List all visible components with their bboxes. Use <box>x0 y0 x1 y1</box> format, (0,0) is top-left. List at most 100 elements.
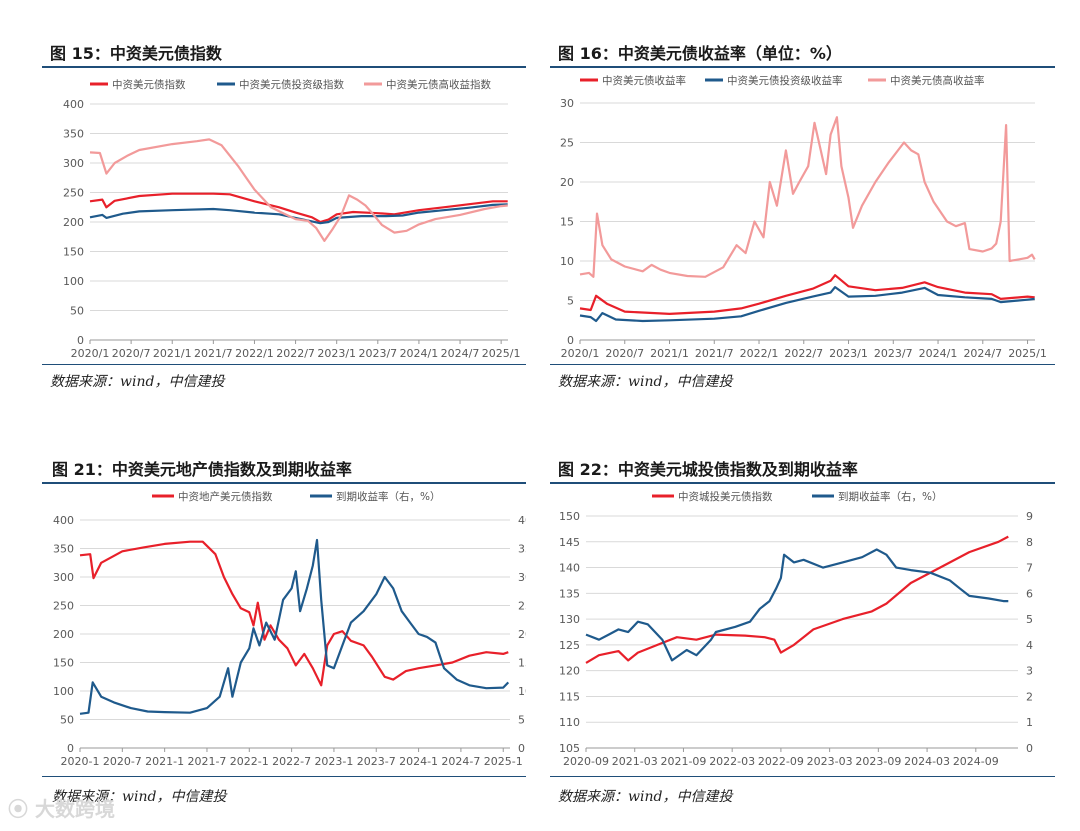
legend-label: 中资城投美元债指数 <box>678 490 773 503</box>
legend-label: 到期收益率（右，%） <box>336 490 440 503</box>
x-tick-label: 2021/1 <box>153 347 192 360</box>
y-tick-label: 50 <box>60 714 74 727</box>
x-tick-label: 2023-03 <box>807 755 853 768</box>
y-tick-label: 100 <box>53 685 74 698</box>
y-tick-label: 100 <box>63 275 84 288</box>
y-tick-label: 30 <box>560 97 574 110</box>
y2-tick-label: 40 <box>518 514 526 527</box>
x-tick-label: 2022/1 <box>235 347 274 360</box>
y-tick-label: 0 <box>67 742 74 755</box>
y2-tick-label: 15 <box>518 657 526 670</box>
y-tick-label: 150 <box>63 246 84 259</box>
fig15-title: 图 15：中资美元债指数 <box>50 44 222 63</box>
fig15-source: 数据来源：wind，中信建投 <box>50 374 225 390</box>
y-tick-label: 250 <box>53 600 74 613</box>
fig22-source: 数据来源：wind，中信建投 <box>558 789 733 805</box>
series-line-0 <box>585 535 1009 664</box>
y-tick-label: 350 <box>53 543 74 556</box>
fig16-title: 图 16：中资美元债收益率（单位：%） <box>558 44 842 63</box>
fig16-top-rule <box>550 66 1055 68</box>
fig22-bottom-rule <box>550 776 1055 777</box>
y2-tick-label: 25 <box>518 600 526 613</box>
watermark-text: 大数跨境 <box>34 797 115 821</box>
y-tick-label: 350 <box>63 128 84 141</box>
y-tick-label: 50 <box>70 305 84 318</box>
x-tick-label: 2020-7 <box>103 755 142 768</box>
fig22-top-rule <box>550 482 1055 484</box>
series-line-1 <box>79 538 510 715</box>
x-tick-label: 2023/1 <box>829 347 868 360</box>
x-tick-label: 2025-1 <box>484 755 523 768</box>
x-tick-label: 2023-09 <box>855 755 901 768</box>
y-tick-label: 130 <box>559 613 580 626</box>
y-tick-label: 135 <box>559 587 580 600</box>
fig15-bottom-rule <box>42 364 526 365</box>
x-tick-label: 2020/1 <box>71 347 110 360</box>
y-tick-label: 300 <box>63 157 84 170</box>
fig16-chart: 0 5 10 15 20 25 30 2020/1 2020/7 2021/1 2021/7 2022… <box>560 74 1047 360</box>
watermark-icon: ⦿ <box>8 797 28 821</box>
x-tick-label: 2020/7 <box>605 347 644 360</box>
x-tick-label: 2021-7 <box>187 755 226 768</box>
legend-label: 中资美元债投资级指数 <box>239 78 344 91</box>
x-tick-label: 2021-1 <box>145 755 184 768</box>
x-tick-label: 2022/1 <box>740 347 779 360</box>
y-tick-label: 400 <box>53 514 74 527</box>
y-tick-label: 120 <box>559 665 580 678</box>
y2-tick-label: 9 <box>1026 510 1033 523</box>
x-tick-label: 2021/7 <box>194 347 233 360</box>
x-tick-label: 2024-09 <box>953 755 999 768</box>
y2-tick-label: 0 <box>1026 742 1033 755</box>
x-tick-label: 2020/1 <box>561 347 600 360</box>
x-tick-label: 2021/7 <box>695 347 734 360</box>
y2-tick-label: 7 <box>1026 562 1033 575</box>
y2-tick-label: 30 <box>518 571 526 584</box>
x-tick-label: 2023-1 <box>314 755 353 768</box>
x-tick-label: 2020/7 <box>112 347 151 360</box>
y-tick-label: 15 <box>560 216 574 229</box>
y-tick-label: 125 <box>559 639 580 652</box>
legend-label: 中资地产美元债指数 <box>178 490 273 503</box>
legend-label: 中资美元债高收益指数 <box>386 78 491 91</box>
y2-tick-label: 5 <box>518 714 525 727</box>
y-tick-label: 25 <box>560 137 574 150</box>
fig21-top-rule <box>42 482 526 484</box>
series-line-0 <box>579 274 1035 315</box>
y-tick-label: 0 <box>77 334 84 347</box>
y2-tick-label: 8 <box>1026 536 1033 549</box>
x-tick-label: 2022-1 <box>230 755 269 768</box>
y-tick-label: 300 <box>53 571 74 584</box>
y2-tick-label: 0 <box>518 742 525 755</box>
y2-tick-label: 5 <box>1026 613 1033 626</box>
x-tick-label: 2024-7 <box>441 755 480 768</box>
x-tick-label: 2021/1 <box>650 347 689 360</box>
fig22-title: 图 22：中资美元城投债指数及到期收益率 <box>558 460 858 479</box>
legend-label: 到期收益率（右，%） <box>838 490 942 503</box>
series-line-2 <box>579 116 1036 278</box>
x-tick-label: 2025/1 <box>1008 347 1047 360</box>
y-tick-label: 5 <box>567 295 574 308</box>
x-tick-label: 2024-1 <box>399 755 438 768</box>
series-line-0 <box>79 540 509 687</box>
x-tick-label: 2022-7 <box>272 755 311 768</box>
y-tick-label: 140 <box>559 562 580 575</box>
x-tick-label: 2022/7 <box>276 347 315 360</box>
legend-label: 中资美元债投资级收益率 <box>727 74 843 87</box>
y2-tick-label: 4 <box>1026 639 1033 652</box>
x-tick-label: 2024/7 <box>963 347 1002 360</box>
fig21-chart: 0 50 100 150 200 250 300 350 400 0 5 10 15 20 25 30 35 40… <box>53 490 526 768</box>
y2-tick-label: 35 <box>518 543 526 556</box>
x-tick-label: 2022-09 <box>758 755 804 768</box>
fig21-source: 数据来源：wind，中信建投 <box>52 789 227 805</box>
fig15-top-rule <box>42 66 526 68</box>
fig21-bottom-rule <box>42 776 526 777</box>
series-line-0 <box>89 192 508 224</box>
y-tick-label: 0 <box>567 334 574 347</box>
y-tick-label: 105 <box>559 742 580 755</box>
y2-tick-label: 20 <box>518 628 526 641</box>
y-tick-label: 200 <box>53 628 74 641</box>
fig22-chart: 105 110 115 120 125 130 135 140 145 150 0 1 2 3 4 5 6 7 8 9… <box>559 490 1033 768</box>
y2-tick-label: 2 <box>1026 690 1033 703</box>
x-tick-label: 2025/1 <box>482 347 521 360</box>
